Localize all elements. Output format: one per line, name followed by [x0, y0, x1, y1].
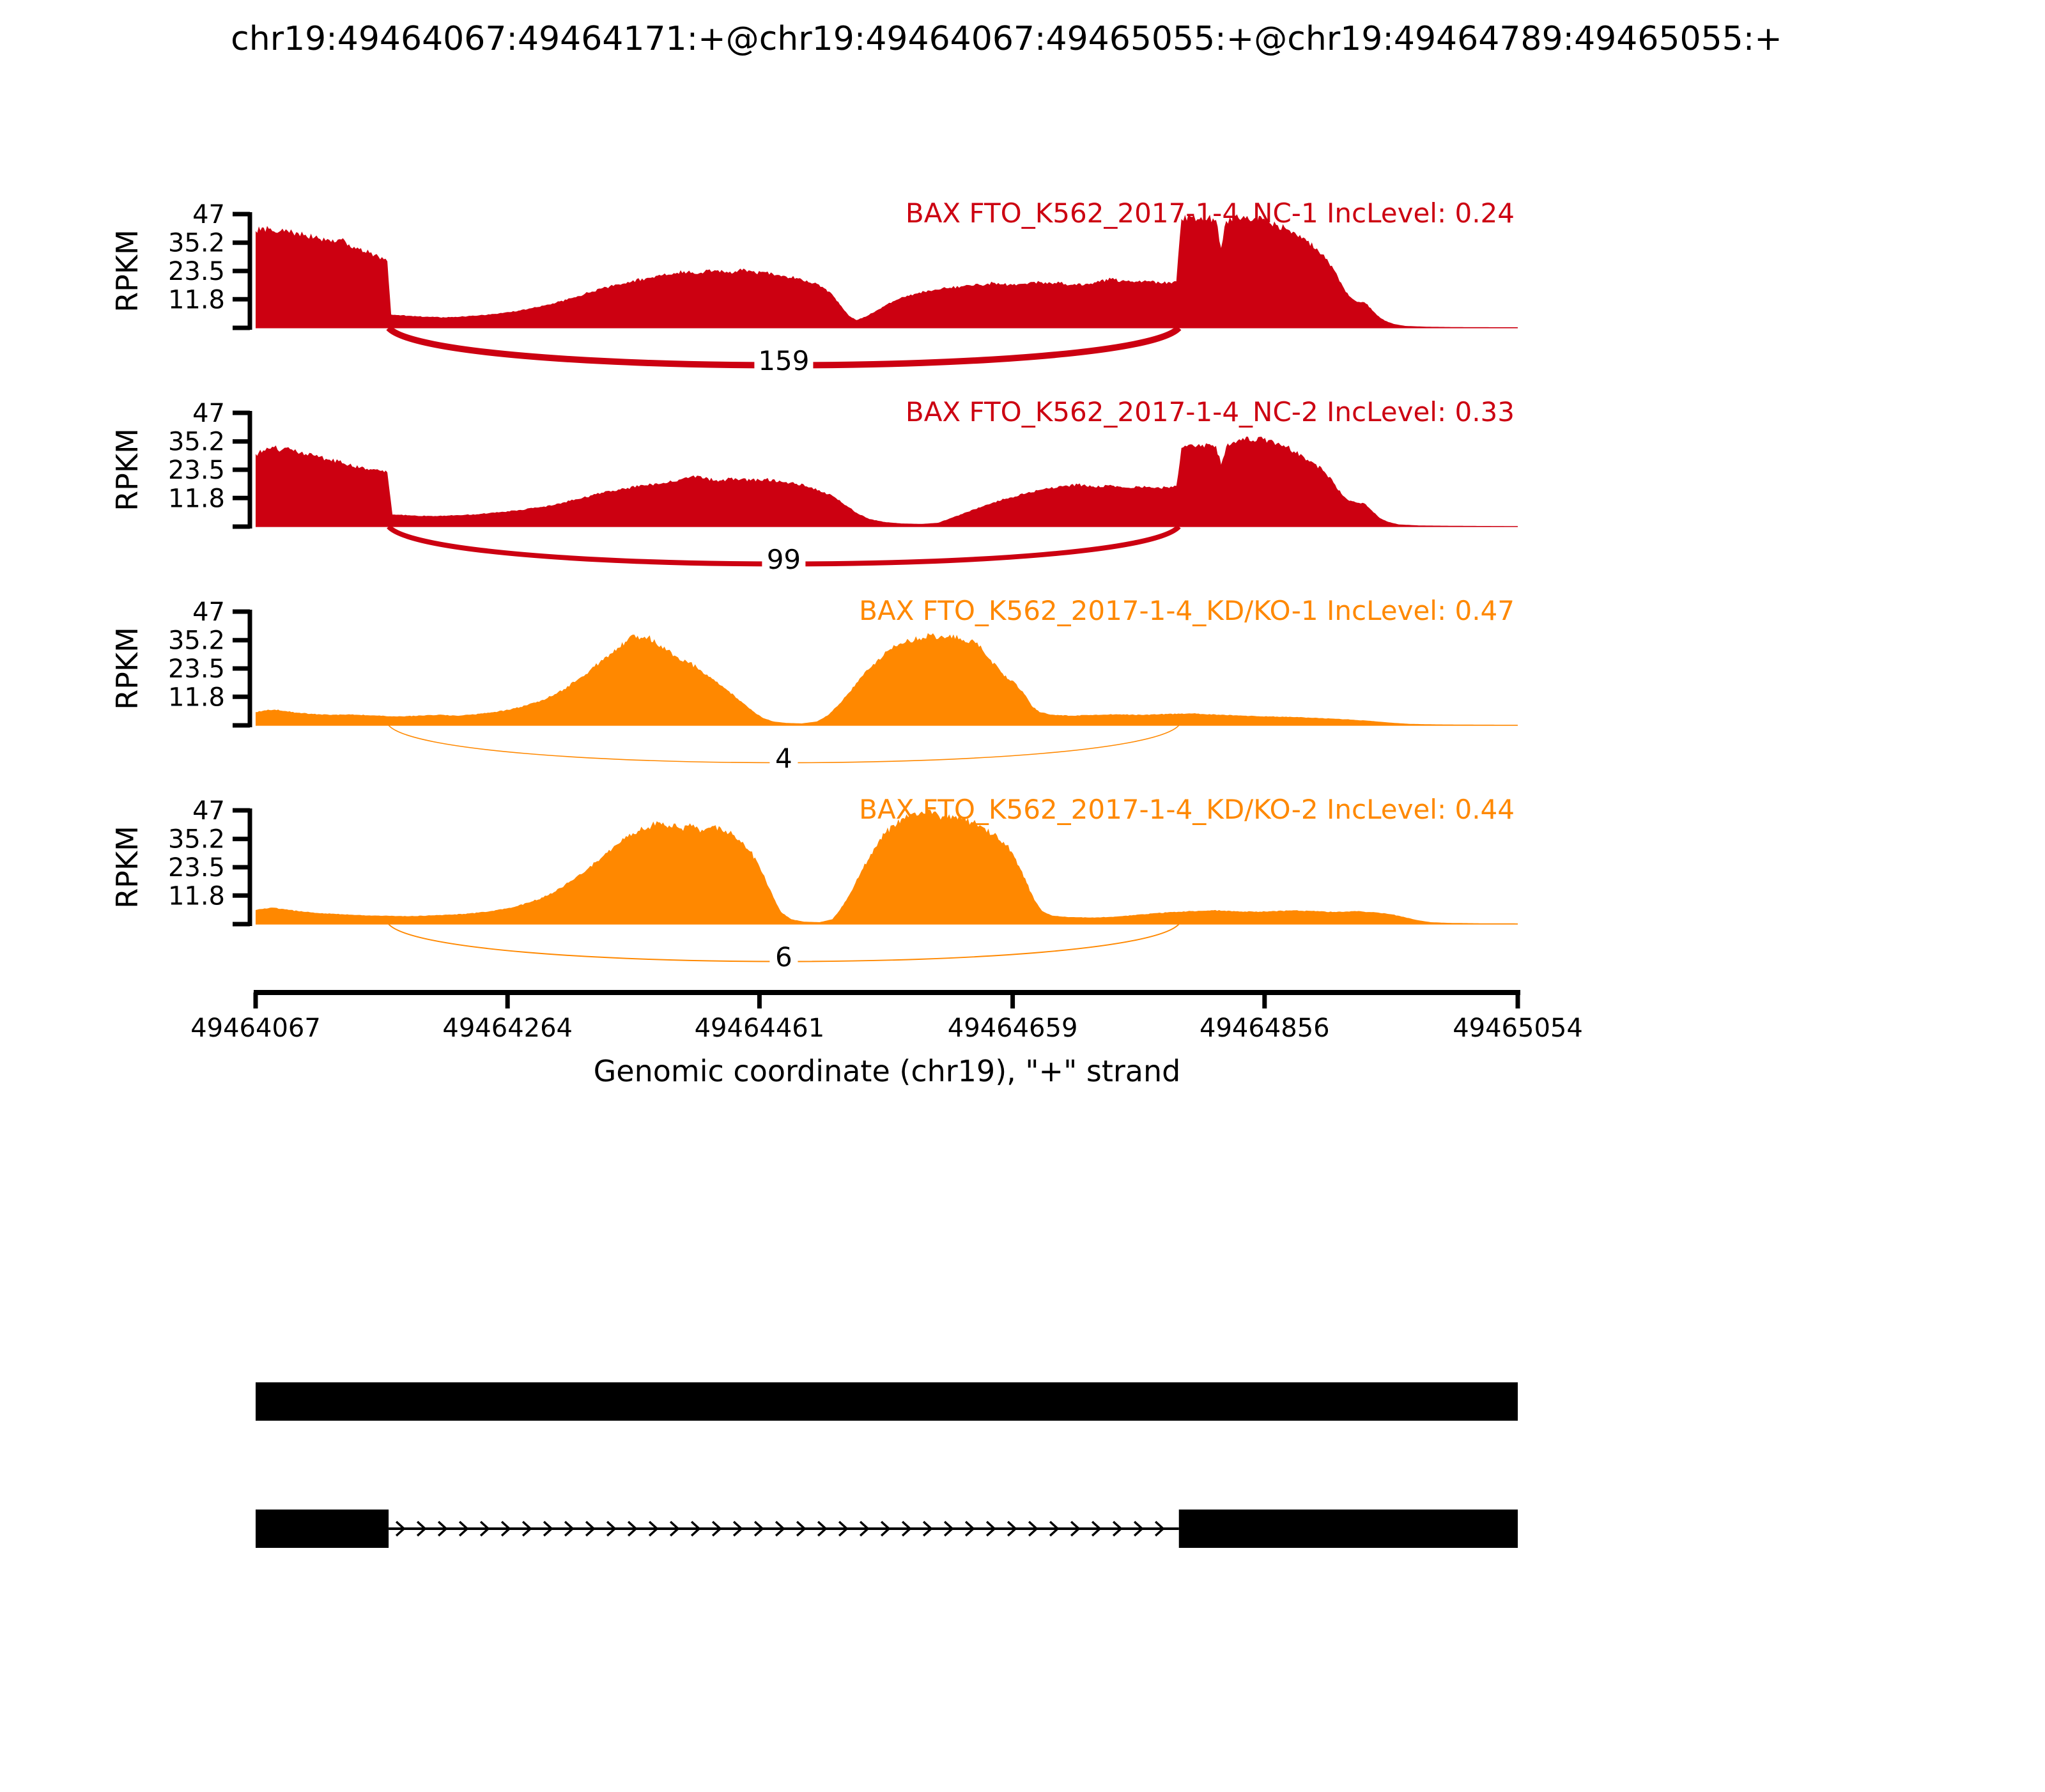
strand-direction-arrow-icon	[838, 1520, 849, 1537]
strand-direction-arrow-icon	[775, 1520, 785, 1537]
strand-direction-arrow-icon	[627, 1520, 638, 1537]
junction-count-label: 4	[775, 743, 792, 774]
strand-direction-arrow-icon	[817, 1520, 828, 1537]
x-tick-label: 49465054	[1453, 1014, 1583, 1043]
y-tick-label: 35.2	[168, 626, 225, 656]
x-tick-label: 49464067	[190, 1014, 321, 1043]
x-axis-layer: 49464067 49464264 49464461 49464659 49464856…	[190, 990, 1583, 1043]
strand-direction-arrow-icon	[521, 1520, 532, 1537]
y-axis-rpkm-label: RPKM	[110, 229, 144, 313]
y-tick-label: 23.5	[168, 654, 225, 684]
y-tick-label: 35.2	[168, 229, 225, 258]
skipping-isoform	[256, 1510, 1518, 1548]
y-tick-label: 35.2	[168, 428, 225, 457]
strand-direction-arrow-icon	[585, 1520, 596, 1537]
strand-direction-arrow-icon	[690, 1520, 701, 1537]
y-tick-label: 47	[192, 399, 225, 428]
coverage-area	[256, 809, 1518, 924]
coverage-area	[256, 213, 1518, 328]
strand-direction-arrow-icon	[416, 1520, 427, 1537]
strand-direction-arrow-icon	[564, 1520, 575, 1537]
y-tick-label: 47	[192, 598, 225, 627]
junction-count-label: 99	[767, 544, 801, 575]
strand-direction-arrow-icon	[606, 1520, 617, 1537]
junction-count-mask	[769, 744, 798, 773]
junction-count-mask	[769, 943, 798, 972]
coverage-area	[256, 436, 1518, 527]
strand-direction-arrow-icon	[964, 1520, 975, 1537]
exon-block	[256, 1382, 1518, 1421]
x-tick-label: 49464264	[442, 1014, 573, 1043]
strand-direction-arrow-icon	[500, 1520, 511, 1537]
y-axis-rpkm-label: RPKM	[110, 826, 144, 909]
strand-direction-arrow-icon	[648, 1520, 659, 1537]
strand-direction-arrow-icon	[943, 1520, 954, 1537]
strand-direction-arrow-icon	[1007, 1520, 1017, 1537]
junction-count-mask	[754, 346, 814, 376]
strand-direction-arrow-icon	[985, 1520, 996, 1537]
exon-block	[1178, 1510, 1518, 1548]
track-title: BAX FTO_K562_2017-1-4_NC-2 IncLevel: 0.3…	[906, 396, 1515, 428]
y-tick-label: 47	[192, 796, 225, 826]
y-tick-label: 23.5	[168, 257, 225, 286]
strand-direction-arrow-icon	[901, 1520, 912, 1537]
strand-direction-arrow-icon	[1112, 1520, 1123, 1537]
strand-direction-arrow-icon	[1133, 1520, 1144, 1537]
strand-direction-arrow-icon	[1070, 1520, 1081, 1537]
y-tick-label: 23.5	[168, 456, 225, 485]
strand-direction-arrow-icon	[669, 1520, 680, 1537]
coverage-area	[256, 633, 1518, 725]
strand-direction-arrow-icon	[543, 1520, 553, 1537]
plot-title: chr19:49464067:49464171:+@chr19:49464067…	[231, 20, 1782, 58]
x-tick-label: 49464659	[948, 1014, 1078, 1043]
strand-direction-arrow-icon	[437, 1520, 448, 1537]
x-tick-label: 49464856	[1200, 1014, 1330, 1043]
y-tick-label: 47	[192, 200, 225, 229]
strand-direction-arrow-icon	[1049, 1520, 1060, 1537]
strand-direction-arrow-icon	[859, 1520, 870, 1537]
y-tick-label: 23.5	[168, 853, 225, 883]
track-title: BAX FTO_K562_2017-1-4_KD/KO-2 IncLevel: …	[859, 794, 1515, 825]
inclusion-isoform	[256, 1382, 1518, 1421]
y-tick-label: 11.8	[168, 881, 225, 911]
track-title: BAX FTO_K562_2017-1-4_NC-1 IncLevel: 0.2…	[906, 197, 1515, 229]
isoform-structures-layer	[256, 1382, 1518, 1548]
strand-direction-arrow-icon	[922, 1520, 933, 1537]
strand-direction-arrow-icon	[796, 1520, 806, 1537]
x-tick-label: 49464461	[695, 1014, 825, 1043]
junction-count-label: 159	[758, 345, 809, 376]
strand-direction-arrow-icon	[1154, 1520, 1165, 1537]
strand-direction-arrow-icon	[753, 1520, 764, 1537]
junction-count-label: 6	[775, 941, 792, 973]
strand-direction-arrow-icon	[458, 1520, 469, 1537]
y-tick-label: 11.8	[168, 484, 225, 513]
y-axis-rpkm-label: RPKM	[110, 627, 144, 710]
strand-direction-arrow-icon	[711, 1520, 722, 1537]
strand-direction-arrow-icon	[1028, 1520, 1038, 1537]
strand-direction-arrow-icon	[732, 1520, 743, 1537]
track-title: BAX FTO_K562_2017-1-4_KD/KO-1 IncLevel: …	[859, 595, 1515, 626]
strand-direction-arrow-icon	[395, 1520, 406, 1537]
y-tick-label: 11.8	[168, 285, 225, 314]
x-axis-title: Genomic coordinate (chr19), "+" strand	[594, 1054, 1181, 1088]
strand-direction-arrow-icon	[479, 1520, 490, 1537]
strand-direction-arrow-icon	[880, 1520, 891, 1537]
strand-direction-arrow-icon	[1091, 1520, 1102, 1537]
y-tick-label: 35.2	[168, 825, 225, 854]
exon-block	[256, 1510, 389, 1548]
y-tick-label: 11.8	[168, 683, 225, 712]
y-axis-rpkm-label: RPKM	[110, 428, 144, 511]
junction-count-mask	[762, 545, 806, 575]
